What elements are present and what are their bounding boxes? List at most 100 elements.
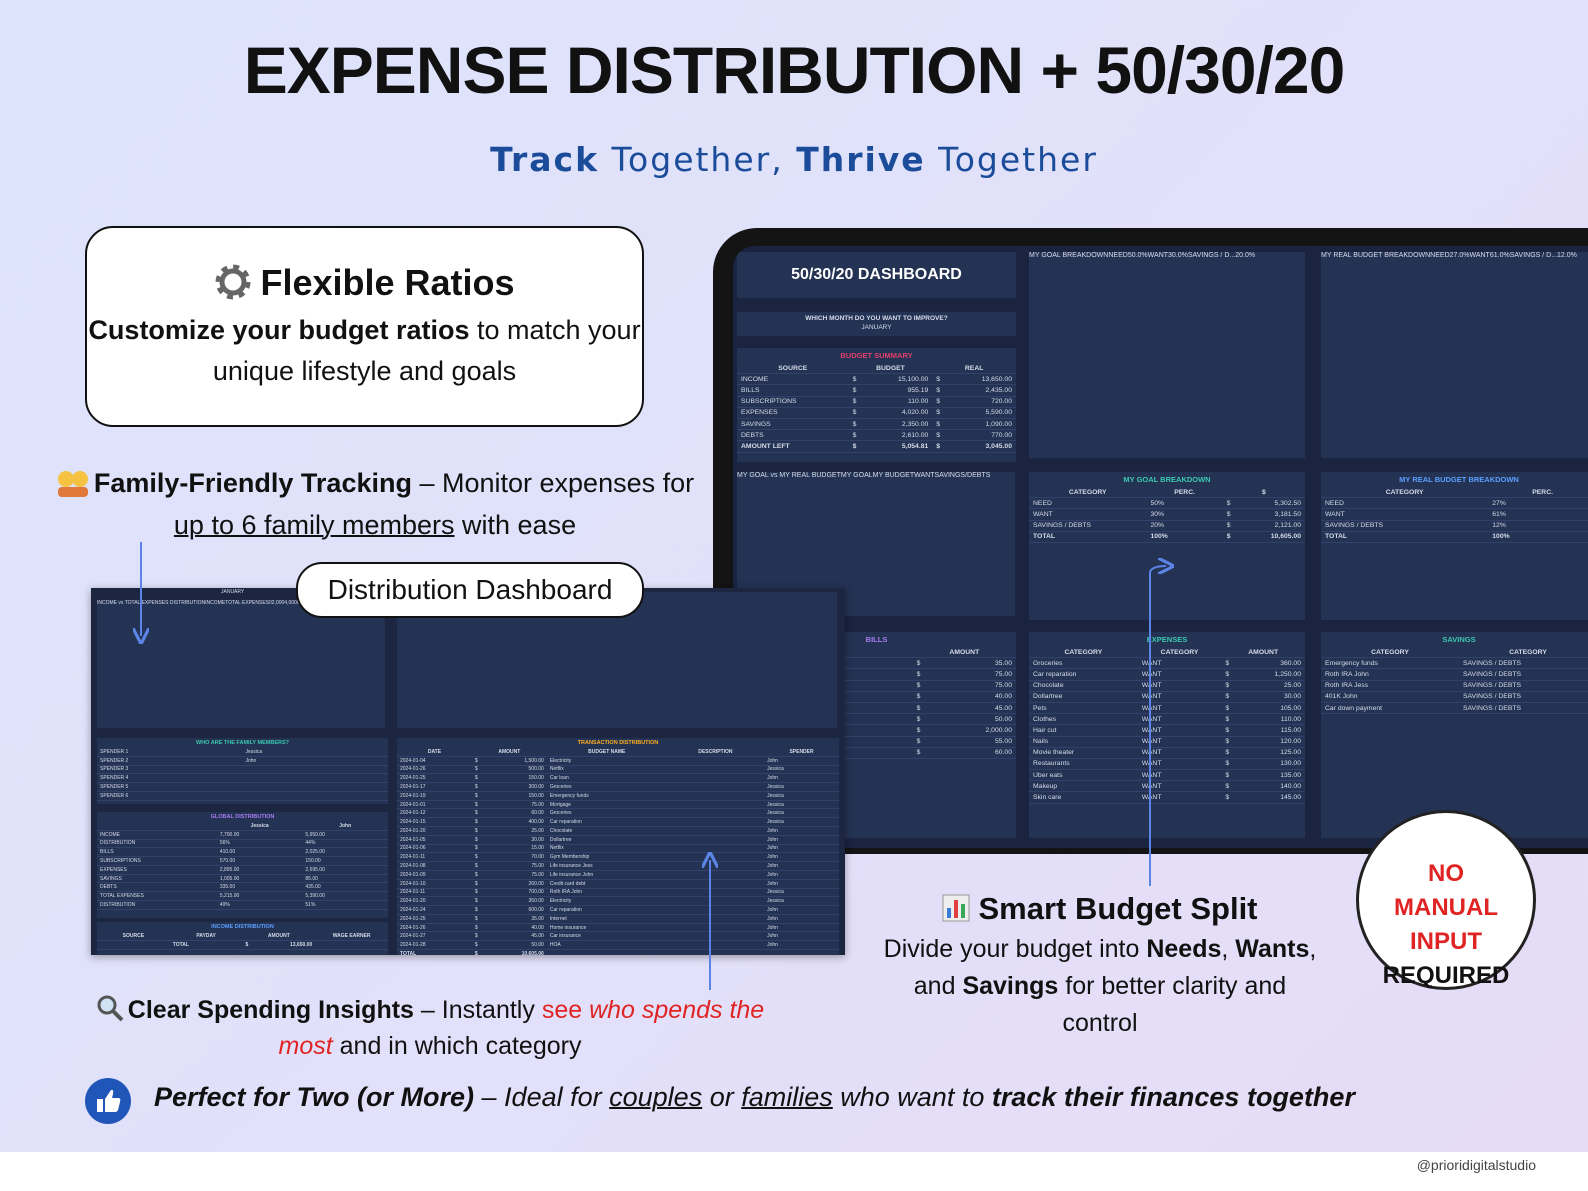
cell-text: SPENDER 1 xyxy=(100,748,129,755)
cell-text: AMOUNT xyxy=(1248,648,1279,656)
cell-text: Roth IRA John xyxy=(549,889,583,896)
table-cell: John xyxy=(764,932,839,942)
global-panel: GLOBAL DISTRIBUTION Jessica John INCOME 7,70… xyxy=(97,812,388,918)
real-table-panel: MY REAL BUDGET BREAKDOWN CATEGORY PERC. NEE… xyxy=(1321,472,1588,620)
smart-t1: Divide your budget into xyxy=(883,935,1147,963)
table-cell: WANT xyxy=(1029,509,1147,521)
table-cell: $700.00 xyxy=(471,889,547,898)
table-cell: 56% xyxy=(216,840,303,849)
feature-text: Customize your budget ratios to match yo… xyxy=(87,310,642,392)
cell-text: Life insurance John xyxy=(549,871,594,878)
table-cell: John xyxy=(764,827,839,836)
subtitle-text: Together, xyxy=(599,140,797,179)
table-title: MY REAL BUDGET BREAKDOWN xyxy=(1399,475,1519,484)
cell-text: 7,700.00 xyxy=(219,831,240,838)
table-cell: Nails xyxy=(1029,737,1138,748)
legend-label: INCOME xyxy=(205,600,226,606)
table-cell: Jessica xyxy=(216,822,303,831)
cell-text: 2,025.00 xyxy=(305,849,325,856)
table-cell: Netflix xyxy=(546,766,667,775)
cell-text: 720.00 xyxy=(991,398,1012,406)
table-cell xyxy=(666,941,765,950)
cell-text: NEED xyxy=(1325,499,1344,507)
cell-text: Roth IRA Jess xyxy=(1325,682,1369,690)
cell-text: 75.00 xyxy=(531,863,544,870)
donut-label: WANT xyxy=(1147,252,1169,259)
currency: $ xyxy=(474,871,478,878)
cell-text: 70.00 xyxy=(531,854,544,861)
table-cell: SAVINGS / DEBTS xyxy=(1459,703,1588,715)
table-cell: SAVINGS / DEBTS xyxy=(1459,669,1588,681)
cell-text: NEED xyxy=(1033,499,1052,507)
table-cell: SPENDER 6 xyxy=(97,792,243,801)
cell-text: Home insurance xyxy=(549,924,587,931)
currency: $ xyxy=(474,766,478,773)
table-cell: SPENDER 5 xyxy=(97,783,243,792)
table-cell: Hair cut xyxy=(1029,725,1138,737)
cell-text: Netflix xyxy=(549,845,564,852)
cell-text: 12% xyxy=(1492,522,1506,530)
insights-t2: and in which category xyxy=(332,1032,582,1060)
cell-text: 2024-01-12 xyxy=(400,810,426,817)
cell-text: Nails xyxy=(1033,738,1049,746)
cell-text: 115.00 xyxy=(1280,726,1301,734)
table-cell: WANT xyxy=(1137,725,1222,737)
currency: $ xyxy=(474,933,478,940)
legend-label: TOTAL EXPENSES xyxy=(225,600,269,606)
month-panel: WHICH MONTH DO YOU WANT TO IMPROVE? JANUA… xyxy=(737,312,1016,336)
credit: @prioridigitalstudio xyxy=(1416,1157,1536,1173)
cell-text: John xyxy=(339,822,352,829)
table-cell: AMOUNT xyxy=(1221,647,1305,659)
table-cell: DATE xyxy=(397,748,472,757)
donut-label: NEED xyxy=(1430,252,1450,259)
cell-text: CATEGORY xyxy=(1385,488,1424,496)
cell-text: SOURCE xyxy=(778,364,808,372)
cell-text: SAVINGS xyxy=(100,875,122,882)
cell-text: 100% xyxy=(1492,533,1510,541)
table-cell xyxy=(666,774,765,784)
table-cell: $75.00 xyxy=(471,801,547,810)
subtitle-bold: Track xyxy=(490,140,600,179)
table-cell: $15,100.00 xyxy=(848,374,933,386)
cell-text: 350.00 xyxy=(528,898,544,905)
cell-text: John xyxy=(767,836,778,843)
bottom-strip xyxy=(0,1152,1588,1191)
table-cell: 27% xyxy=(1488,498,1588,510)
table-cell: John xyxy=(242,757,388,766)
cell-text: SUBSCRIPTIONS xyxy=(100,858,141,865)
cell-text: Chocolate xyxy=(549,827,573,834)
cell-text: 2024-01-24 xyxy=(400,906,426,913)
table-cell xyxy=(666,818,765,828)
currency: $ xyxy=(1225,704,1230,712)
feature-rest: to match your unique lifestyle and goals xyxy=(212,315,641,386)
currency: $ xyxy=(474,898,478,905)
cell-text: BUDGET xyxy=(876,364,905,372)
distribution-label: Distribution Dashboard xyxy=(296,562,644,618)
cell-text: DATE xyxy=(427,748,442,755)
table-cell: $30.00 xyxy=(1221,692,1305,703)
table-cell: 5,215.00 xyxy=(216,892,303,902)
table-cell: John xyxy=(764,853,839,863)
table-cell xyxy=(242,792,388,801)
table-cell: AMOUNT xyxy=(912,647,1016,659)
donut-label: WANT xyxy=(1469,252,1490,259)
table-cell: TOTAL EXPENSES xyxy=(97,892,217,902)
currency: $ xyxy=(474,792,478,799)
cell-text: 75.00 xyxy=(994,670,1012,678)
cell-text: 2024-01-20 xyxy=(400,827,426,834)
cell-text: 2024-01-26 xyxy=(400,924,426,931)
table-cell: Groceries xyxy=(546,783,667,792)
cell-text: 35.00 xyxy=(994,659,1012,667)
currency: $ xyxy=(1225,715,1230,723)
cell-text: John xyxy=(767,827,778,834)
cell-text: John xyxy=(767,942,778,949)
cell-text: 570.00 xyxy=(219,858,236,865)
table-title: TRANSACTION DISTRIBUTION xyxy=(577,740,659,746)
table-cell: Jessica xyxy=(764,809,839,819)
x-tick-label: 2,000 xyxy=(271,600,285,606)
badge-line-1: NO MANUAL INPUT xyxy=(1394,860,1498,955)
cell-text: 150.00 xyxy=(528,775,544,782)
table-cell: $300.00 xyxy=(471,783,547,792)
insights-red-italic: who spends the most xyxy=(278,996,765,1060)
table-cell: Clothes xyxy=(1029,714,1138,726)
